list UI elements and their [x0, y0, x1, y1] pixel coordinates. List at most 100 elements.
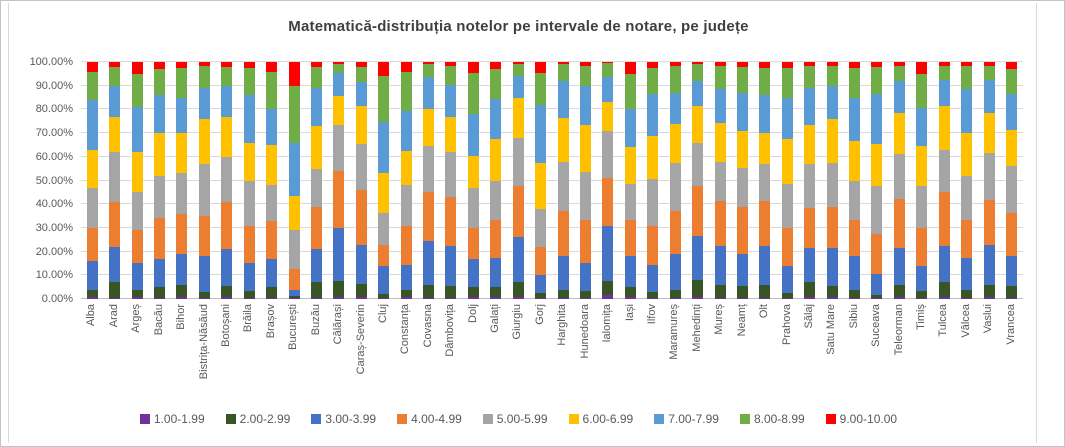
bar-segment	[266, 258, 278, 288]
bar-segment	[86, 261, 98, 290]
gridline	[81, 132, 1023, 134]
bar-segment	[310, 206, 322, 250]
bar-segment	[804, 124, 816, 164]
x-tick-label: Vaslui	[982, 304, 995, 334]
bar-segment	[736, 285, 748, 298]
bar-segment	[109, 201, 121, 247]
bar-segment	[266, 297, 278, 299]
bar-slot	[148, 62, 170, 299]
bar-segment	[669, 289, 681, 298]
chart-right-border	[1036, 3, 1037, 443]
bar-segment	[288, 62, 300, 86]
bar-segment	[288, 289, 300, 296]
bar-segment	[131, 192, 143, 231]
bar-segment	[624, 184, 636, 220]
bar-segment	[961, 89, 973, 134]
x-tick-label: Prahova	[780, 304, 793, 345]
bar-segment	[490, 139, 502, 181]
bar-segment	[759, 200, 771, 246]
bar-segment	[355, 105, 367, 144]
bar-segment	[153, 175, 165, 219]
x-tick-label: Hunedoara	[578, 304, 591, 359]
stacked-bar	[109, 62, 121, 299]
x-label-slot: Prahova	[776, 304, 798, 401]
x-label-slot: Ilfov	[642, 304, 664, 401]
legend-item: 6.00-6.99	[568, 412, 633, 426]
bar-segment	[983, 153, 995, 200]
bar-slot	[552, 62, 574, 299]
x-tick-label: Alba	[85, 304, 98, 327]
bar-segment	[445, 62, 457, 66]
bar-segment	[961, 219, 973, 258]
bar-segment	[131, 107, 143, 153]
bar-segment	[804, 62, 816, 67]
x-label-slot: București	[283, 304, 305, 401]
bar-segment	[938, 296, 950, 299]
stacked-bar	[221, 62, 233, 299]
bar-segment	[647, 225, 659, 265]
legend-label: 2.00-2.99	[239, 412, 291, 426]
bar-segment	[535, 104, 547, 163]
bar-slot	[664, 62, 686, 299]
x-tick-label: Bistrița-Năsăud	[197, 304, 210, 380]
bar-segment	[938, 149, 950, 193]
bar-segment	[512, 186, 524, 238]
bar-segment	[310, 168, 322, 207]
x-tick-label: Gorj	[533, 304, 546, 325]
x-tick-label: Maramureș	[668, 304, 681, 360]
bar-segment	[759, 284, 771, 298]
x-tick-label: Brașov	[264, 304, 277, 339]
bar-segment	[153, 95, 165, 134]
bar-slot	[686, 62, 708, 299]
bar-segment	[557, 117, 569, 162]
bar-segment	[355, 244, 367, 284]
bar-segment	[131, 73, 143, 108]
bar-segment	[804, 207, 816, 249]
x-tick-label: Neamț	[735, 304, 748, 337]
bar-segment	[916, 265, 928, 291]
bar-segment	[647, 264, 659, 292]
stacked-bar	[871, 62, 883, 299]
bar-series-container	[81, 62, 1023, 299]
stacked-bar	[804, 62, 816, 299]
bar-segment	[288, 195, 300, 231]
bar-segment	[893, 81, 905, 113]
bar-segment	[692, 186, 704, 237]
y-tick-label: 90.00%	[35, 79, 73, 92]
bar-segment	[176, 173, 188, 214]
x-tick-label: Vâlcea	[959, 304, 972, 338]
bar-segment	[714, 284, 726, 298]
bar-segment	[669, 162, 681, 212]
bar-segment	[714, 62, 726, 67]
bar-segment	[624, 73, 636, 110]
bar-segment	[221, 66, 233, 86]
bar-slot	[350, 62, 372, 299]
bar-segment	[579, 65, 591, 86]
stacked-bar	[781, 62, 793, 299]
x-label-slot: Harghita	[552, 304, 574, 401]
x-label-slot: Ialomița	[597, 304, 619, 401]
y-tick-label: 10.00%	[35, 269, 73, 282]
legend-item: 7.00-7.99	[654, 412, 719, 426]
x-label-slot: Brașov	[260, 304, 282, 401]
bar-segment	[535, 208, 547, 247]
bar-segment	[423, 284, 435, 298]
bar-slot	[417, 62, 439, 299]
bar-segment	[692, 280, 704, 297]
bar-segment	[355, 82, 367, 106]
bar-segment	[198, 88, 210, 119]
bar-segment	[602, 102, 614, 131]
bar-segment	[871, 274, 883, 296]
gridline	[81, 108, 1023, 110]
bar-segment	[781, 97, 793, 140]
bar-segment	[400, 225, 412, 265]
bar-segment	[535, 275, 547, 294]
x-tick-label: Caraș-Severin	[354, 304, 367, 375]
bar-segment	[849, 219, 861, 257]
bar-segment	[288, 269, 300, 290]
x-axis-line	[81, 298, 1023, 299]
bar-segment	[310, 126, 322, 169]
bar-segment	[378, 265, 390, 295]
bar-segment	[714, 200, 726, 246]
bar-segment	[512, 76, 524, 98]
